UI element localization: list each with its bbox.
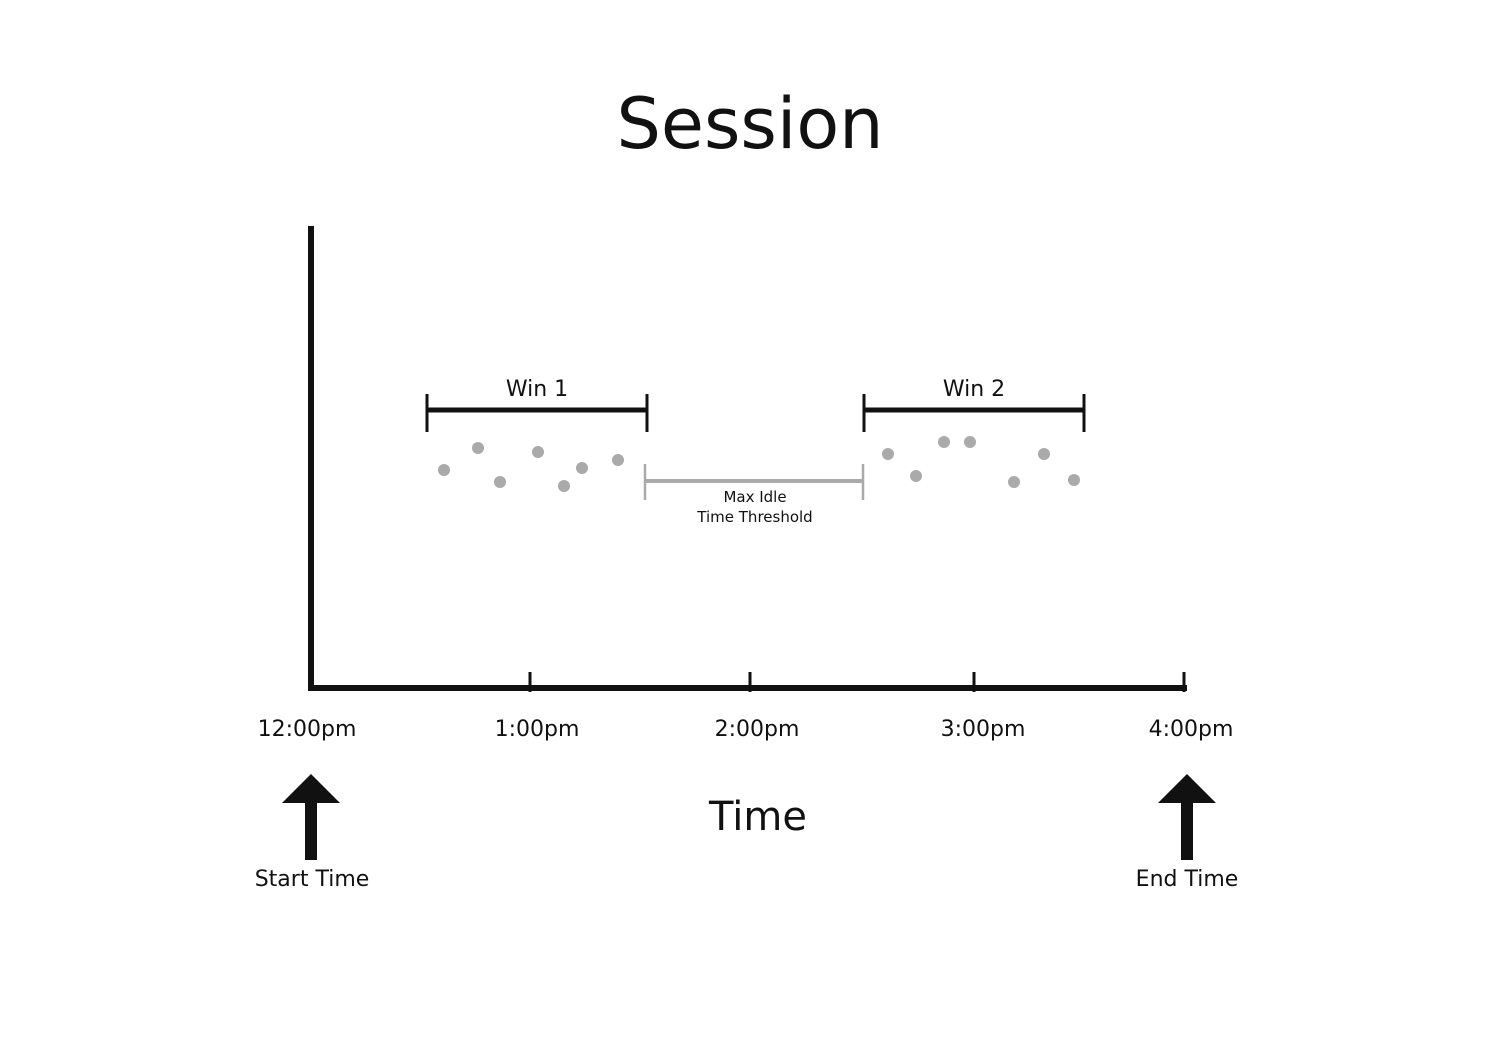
x-tick-label: 12:00pm — [258, 717, 357, 742]
event-dot — [438, 464, 450, 476]
event-dot — [576, 462, 588, 474]
idle-threshold-label-line2: Time Threshold — [696, 508, 812, 526]
window-1-events — [438, 442, 624, 492]
event-dot — [612, 454, 624, 466]
event-dot — [472, 442, 484, 454]
event-dot — [1008, 476, 1020, 488]
event-dot — [1038, 448, 1050, 460]
end-time-arrow-icon — [1158, 774, 1216, 860]
x-tick-label: 3:00pm — [941, 717, 1026, 742]
event-dot — [1068, 474, 1080, 486]
idle-threshold-label-line1: Max Idle — [723, 488, 786, 506]
event-dot — [494, 476, 506, 488]
diagram-title: Session — [616, 83, 883, 165]
event-dot — [558, 480, 570, 492]
x-tick-label: 4:00pm — [1149, 717, 1234, 742]
event-dot — [532, 446, 544, 458]
window-1-label: Win 1 — [506, 377, 568, 402]
x-tick-label: 1:00pm — [495, 717, 580, 742]
start-time-label: Start Time — [255, 867, 370, 892]
event-dot — [964, 436, 976, 448]
window-2-label: Win 2 — [943, 377, 1005, 402]
start-time-arrow-icon — [282, 774, 340, 860]
event-dot — [910, 470, 922, 482]
window-2-events — [882, 436, 1080, 488]
event-dot — [938, 436, 950, 448]
x-axis-title: Time — [708, 794, 807, 840]
event-dot — [882, 448, 894, 460]
x-tick-label: 2:00pm — [715, 717, 800, 742]
window-2-bracket — [862, 394, 1086, 432]
idle-threshold-bracket — [643, 464, 865, 500]
end-time-label: End Time — [1136, 867, 1239, 892]
window-1-bracket — [425, 394, 649, 432]
